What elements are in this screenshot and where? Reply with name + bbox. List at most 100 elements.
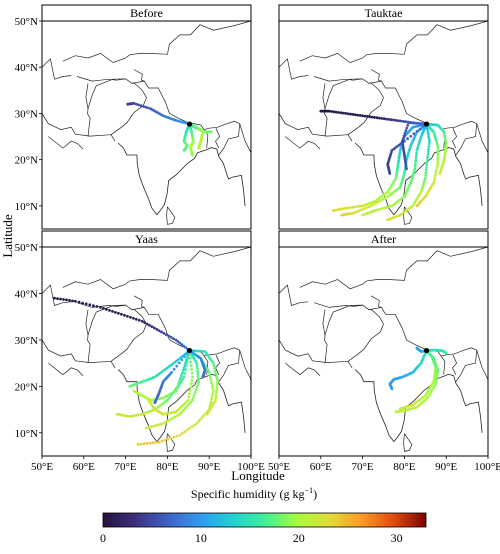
trajectory-point bbox=[145, 426, 148, 430]
x-axis-label: Longitude bbox=[231, 468, 285, 483]
panel-frame bbox=[278, 230, 489, 457]
trajectory-point bbox=[409, 134, 413, 138]
trajectory-point bbox=[433, 176, 437, 179]
trajectories bbox=[126, 101, 213, 157]
panel-after: After 50°E 60°E 70°E 80°E 90°E 100°E bbox=[268, 230, 500, 473]
trajectory-point bbox=[181, 369, 185, 372]
trajectory-8 bbox=[147, 349, 194, 416]
colorbar-tick-label: 0 bbox=[100, 531, 106, 545]
country-border bbox=[322, 309, 328, 364]
trajectories bbox=[53, 296, 220, 446]
x-tick-label: 90°E bbox=[435, 461, 457, 473]
trajectory-point bbox=[361, 213, 364, 217]
trajectory-point bbox=[412, 121, 416, 125]
trajectory-point bbox=[364, 206, 368, 210]
trajectory-point bbox=[383, 196, 387, 200]
trajectory-point bbox=[211, 386, 215, 390]
trajectory-point bbox=[390, 387, 394, 391]
panel-title: After bbox=[371, 232, 396, 246]
trajectory-point bbox=[373, 116, 376, 119]
trajectory-point bbox=[407, 121, 410, 125]
trajectory-6 bbox=[128, 349, 192, 388]
trajectory-point bbox=[178, 341, 182, 345]
panel-background bbox=[279, 231, 488, 456]
trajectory-point bbox=[92, 304, 95, 308]
trajectory-point bbox=[215, 377, 219, 381]
country-border bbox=[239, 349, 251, 380]
trajectory-point bbox=[147, 398, 151, 402]
trajectory-point bbox=[169, 335, 173, 339]
trajectory-point bbox=[330, 110, 333, 113]
country-border bbox=[299, 21, 488, 63]
y-tick-label: 10°N bbox=[15, 428, 38, 440]
y-tick-label: 50°N bbox=[15, 16, 38, 28]
trajectory-point bbox=[140, 319, 144, 323]
coastline bbox=[117, 369, 246, 443]
trajectory-point bbox=[164, 333, 168, 336]
trajectory-point bbox=[154, 424, 158, 427]
trajectory-point bbox=[180, 432, 184, 435]
trajectory-point bbox=[198, 418, 202, 421]
trajectory-point bbox=[434, 173, 437, 177]
trajectory-point bbox=[183, 355, 186, 359]
trajectory-point bbox=[120, 312, 123, 316]
trajectory-point bbox=[71, 299, 74, 303]
panel-background bbox=[279, 5, 488, 229]
colorbar-label-text: Specific humidity (g kg bbox=[191, 487, 305, 501]
trajectory-point bbox=[211, 392, 215, 395]
trajectory-point bbox=[397, 119, 400, 123]
trajectory-point bbox=[215, 382, 219, 386]
trajectory-point bbox=[210, 394, 214, 398]
panel-title: Yaas bbox=[135, 232, 158, 246]
trajectory-point bbox=[207, 371, 211, 374]
trajectory-point bbox=[381, 197, 385, 201]
trajectory-point bbox=[196, 382, 200, 386]
trajectory-point bbox=[368, 115, 372, 119]
country-border bbox=[285, 136, 321, 150]
country-border bbox=[42, 339, 116, 368]
trajectory-point bbox=[183, 402, 187, 405]
trajectory-point bbox=[210, 397, 214, 401]
trajectory-point bbox=[388, 172, 392, 175]
trajectory-9 bbox=[188, 349, 207, 379]
trajectory-point bbox=[215, 388, 219, 392]
trajectory-point bbox=[356, 205, 360, 208]
trajectory-point bbox=[332, 110, 336, 114]
basemap bbox=[42, 21, 251, 225]
trajectory-point bbox=[181, 403, 185, 407]
trajectory-point bbox=[132, 316, 135, 320]
trajectory-point bbox=[425, 166, 428, 170]
trajectory-1 bbox=[126, 101, 192, 126]
trajectory-point bbox=[382, 117, 386, 121]
trajectory-point bbox=[342, 111, 345, 115]
trajectory-point bbox=[186, 398, 190, 402]
trajectory-point bbox=[169, 418, 172, 421]
trajectory-point bbox=[415, 204, 419, 208]
trajectory-point bbox=[172, 367, 176, 371]
panel-before: Before 10°N 20°N 30°N 40°N 50°N bbox=[15, 4, 252, 230]
trajectory-point bbox=[412, 132, 416, 136]
country-border bbox=[85, 83, 91, 137]
country-border bbox=[166, 433, 176, 452]
trajectory-point bbox=[185, 364, 188, 368]
trajectory-point bbox=[438, 172, 442, 175]
panel-grid: Before 10°N 20°N 30°N 40°N 50°N Tauktae Yaas 10°… bbox=[15, 4, 500, 473]
panel-title: Before bbox=[130, 6, 163, 20]
trajectory-point bbox=[337, 111, 341, 114]
trajectory-point bbox=[196, 372, 200, 376]
trajectory-point bbox=[197, 380, 201, 384]
x-tick-label: 60°E bbox=[310, 461, 332, 473]
trajectory-point bbox=[189, 385, 193, 389]
panel-tauktae: Tauktae bbox=[278, 4, 489, 230]
trajectory-point bbox=[427, 137, 431, 141]
trajectory-point bbox=[201, 350, 205, 353]
trajectory-point bbox=[444, 351, 448, 355]
trajectory-point bbox=[192, 396, 195, 399]
trajectory-point bbox=[340, 213, 344, 217]
trajectory-point bbox=[422, 125, 425, 128]
trajectory-point bbox=[200, 416, 204, 419]
trajectory-point bbox=[157, 423, 160, 427]
trajectory-point bbox=[189, 364, 193, 368]
trajectory-point bbox=[334, 110, 338, 114]
panel-frame bbox=[41, 4, 252, 230]
